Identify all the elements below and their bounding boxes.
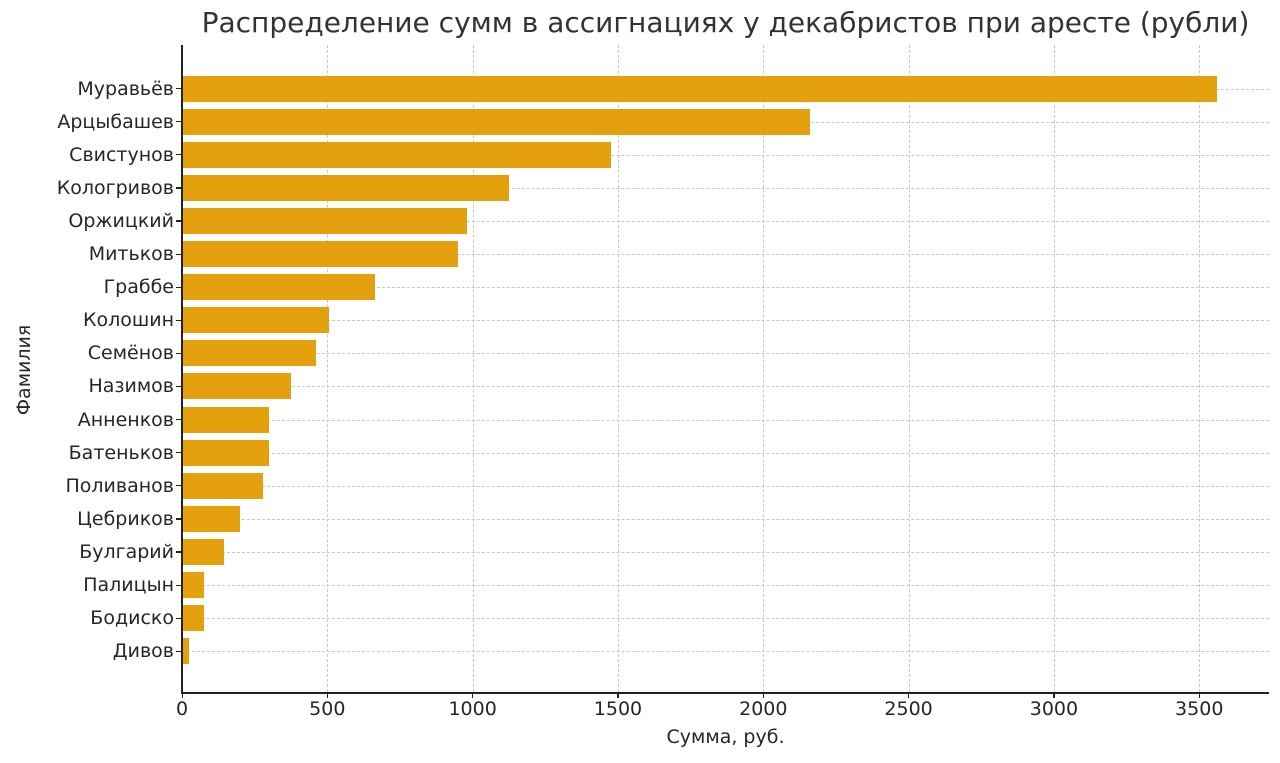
y-tick-mark — [176, 617, 181, 619]
bar — [182, 108, 810, 135]
y-tick-mark — [176, 551, 181, 553]
y-tick-label: Батеньков — [68, 441, 174, 464]
y-gridline — [182, 452, 1269, 454]
x-tick-label: 3500 — [1175, 698, 1224, 720]
x-gridline — [617, 45, 619, 692]
y-tick-mark — [176, 121, 181, 123]
bar — [182, 638, 190, 665]
x-tick-mark — [181, 693, 183, 698]
y-tick-mark — [176, 518, 181, 520]
x-axis-line — [181, 692, 1269, 694]
y-tick-label: Муравьёв — [77, 77, 174, 100]
y-tick-label: Анненков — [77, 408, 174, 431]
x-tick-mark — [1053, 693, 1055, 698]
y-gridline — [182, 585, 1269, 586]
x-gridline — [763, 45, 765, 692]
y-gridline — [182, 220, 1269, 222]
bar — [182, 572, 204, 598]
y-tick-mark — [176, 584, 181, 586]
bar — [182, 340, 316, 367]
y-gridline — [182, 551, 1269, 553]
x-gridline — [908, 45, 910, 692]
y-tick-mark — [176, 253, 181, 255]
y-tick-label: Назимов — [88, 375, 174, 398]
y-tick-mark — [176, 650, 181, 652]
y-gridline — [182, 254, 1269, 255]
bar — [182, 406, 270, 433]
y-tick-label: Цебриков — [77, 507, 174, 530]
bar — [182, 505, 241, 532]
x-tick-label: 0 — [175, 698, 189, 720]
bar — [182, 538, 225, 565]
bar — [182, 174, 509, 201]
x-gridline — [1199, 45, 1201, 692]
y-gridline — [182, 287, 1269, 289]
y-tick-mark — [176, 187, 181, 189]
y-tick-mark — [176, 286, 181, 288]
x-tick-label: 500 — [309, 698, 346, 720]
y-tick-mark — [176, 88, 181, 90]
y-tick-label: Дивов — [112, 640, 174, 663]
y-tick-label: Бодиско — [90, 607, 174, 630]
bar — [182, 241, 459, 267]
y-tick-label: Колошин — [82, 309, 174, 332]
y-tick-label: Кологривов — [56, 176, 174, 199]
x-tick-mark — [617, 693, 619, 698]
y-tick-mark — [176, 485, 181, 487]
y-gridline — [182, 353, 1269, 355]
x-tick-mark — [908, 693, 910, 698]
x-tick-label: 1500 — [593, 698, 643, 720]
y-axis-line — [181, 45, 183, 693]
y-tick-label: Митьков — [88, 243, 174, 265]
y-tick-mark — [176, 419, 181, 421]
y-tick-mark — [176, 385, 181, 388]
bar — [182, 274, 376, 301]
bar — [182, 207, 467, 234]
chart-title: Распределение сумм в ассигнациях у декаб… — [201, 6, 1250, 39]
bar — [182, 141, 611, 168]
y-gridline — [182, 386, 1269, 388]
bar — [182, 472, 264, 499]
y-gridline — [182, 518, 1269, 520]
y-tick-label: Свистунов — [69, 143, 174, 166]
x-tick-mark — [762, 693, 765, 698]
bar — [182, 605, 204, 632]
x-tick-mark — [326, 693, 329, 698]
y-tick-label: Оржицкий — [68, 209, 174, 232]
x-gridline — [1053, 45, 1055, 692]
x-tick-label: 2000 — [739, 698, 788, 720]
x-tick-mark — [472, 693, 474, 698]
x-tick-label: 2500 — [884, 698, 933, 720]
bar — [182, 439, 270, 466]
bar — [182, 373, 291, 400]
y-gridline — [182, 154, 1269, 156]
x-tick-mark — [1198, 693, 1201, 698]
y-gridline — [182, 651, 1269, 653]
y-tick-label: Арцыбашев — [57, 110, 174, 133]
bar — [182, 75, 1217, 102]
y-tick-mark — [176, 220, 181, 222]
y-tick-label: Палицын — [83, 574, 174, 596]
x-gridline — [472, 45, 474, 692]
x-tick-label: 1000 — [448, 698, 497, 720]
x-gridline — [327, 45, 329, 692]
y-gridline — [182, 485, 1269, 487]
y-tick-label: Семёнов — [87, 342, 174, 365]
y-axis-title: Фамилия — [13, 324, 35, 416]
y-gridline — [182, 187, 1269, 189]
y-tick-label: Поливанов — [65, 474, 175, 497]
y-gridline — [182, 320, 1269, 322]
y-tick-mark — [176, 319, 181, 321]
y-tick-mark — [176, 154, 181, 156]
bar — [182, 307, 329, 334]
x-tick-label: 3000 — [1029, 698, 1079, 720]
x-axis-title: Сумма, руб. — [666, 726, 785, 748]
y-tick-label: Булгарий — [79, 540, 174, 563]
y-tick-mark — [176, 452, 181, 454]
y-tick-mark — [176, 352, 181, 355]
y-tick-label: Граббе — [103, 276, 174, 299]
y-gridline — [182, 419, 1269, 421]
y-gridline — [182, 618, 1269, 620]
